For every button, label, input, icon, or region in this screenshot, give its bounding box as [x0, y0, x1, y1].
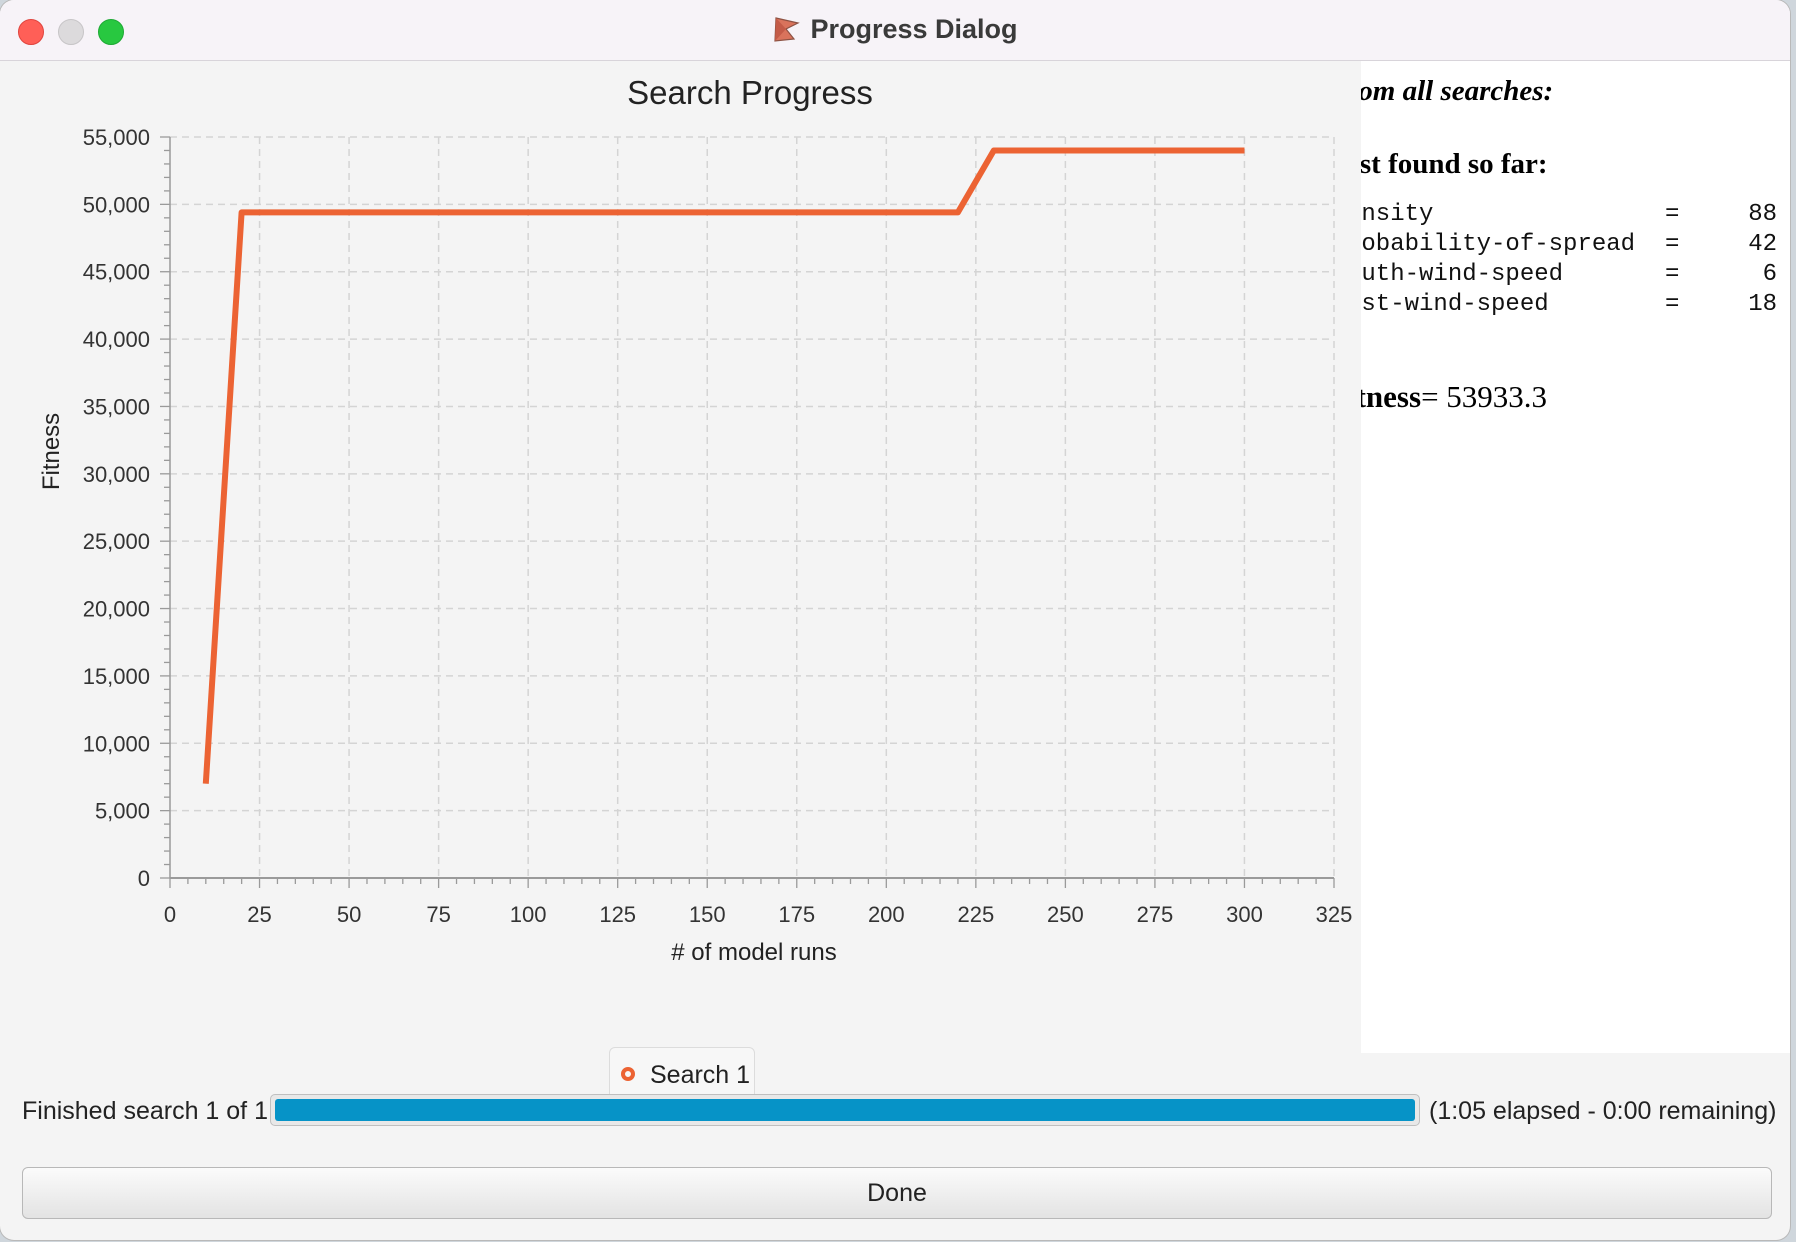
x-tick-label: 175 [778, 902, 815, 927]
x-tick-label: 225 [957, 902, 994, 927]
x-tick-label: 200 [868, 902, 905, 927]
parameter-row: ensity = 88 [1361, 201, 1790, 231]
x-tick-label: 325 [1316, 902, 1353, 927]
elapsed-time-label: (1:05 elapsed - 0:00 remaining) [1429, 1097, 1777, 1125]
parameter-value: 88 [1748, 201, 1777, 228]
fitness-label: itness [1361, 379, 1422, 414]
parameter-name: robability-of-spread [1361, 231, 1636, 258]
parameter-equals: = [1665, 291, 1680, 318]
done-button[interactable]: Done [22, 1167, 1772, 1219]
legend-circle-icon [621, 1067, 635, 1081]
parameter-row: est-wind-speed = 18 [1361, 291, 1790, 321]
y-tick-label: 40,000 [83, 327, 150, 352]
search-progress-chart: Search Progress 0 25 50 75 100 125 150 175 200 225… [0, 61, 1362, 1105]
y-tick-label: 10,000 [83, 731, 150, 756]
search-progress-bar [270, 1094, 1420, 1126]
window-title-group: Progress Dialog [0, 14, 1790, 45]
chart-plot-svg: Search Progress 0 25 50 75 100 125 150 175 200 225… [38, 74, 1353, 966]
best-fitness-line: itness= 53933.3 [1361, 379, 1790, 415]
parameter-name: outh-wind-speed [1361, 261, 1564, 288]
x-tick-label: 250 [1047, 902, 1084, 927]
x-tick-label: 75 [426, 902, 450, 927]
parameter-value: 42 [1748, 231, 1777, 258]
progress-bar-fill [275, 1099, 1415, 1121]
y-axis-label: Fitness [38, 413, 65, 490]
chart-legend: Search 1 [609, 1047, 755, 1105]
x-tick-label: 100 [510, 902, 547, 927]
x-tick-label: 0 [164, 902, 176, 927]
y-tick-label: 55,000 [83, 125, 150, 150]
parameter-equals: = [1665, 261, 1680, 288]
y-tick-label: 45,000 [83, 260, 150, 285]
parameter-value: 18 [1748, 291, 1777, 318]
fitness-value: = 53933.3 [1421, 379, 1548, 414]
x-tick-label: 275 [1137, 902, 1174, 927]
parameter-value: 6 [1762, 261, 1777, 288]
parameter-equals: = [1665, 201, 1680, 228]
x-tick-label: 300 [1226, 902, 1263, 927]
y-tick-label: 15,000 [83, 664, 150, 689]
parameter-equals: = [1665, 231, 1680, 258]
y-tick-label: 0 [138, 866, 150, 891]
x-tick-label: 150 [689, 902, 726, 927]
x-tick-label: 25 [247, 902, 271, 927]
legend-series-label: Search 1 [650, 1061, 751, 1089]
title-bar[interactable]: Progress Dialog [0, 0, 1790, 61]
parameter-list: ensity = 88 robability-of-spread = 42 ou… [1361, 201, 1790, 321]
results-panel: rom all searches: est found so far: ensi… [1361, 61, 1790, 1053]
parameter-row: outh-wind-speed = 6 [1361, 261, 1790, 291]
x-tick-label: 50 [337, 902, 361, 927]
minimize-window-button[interactable] [58, 19, 84, 45]
y-tick-label: 35,000 [83, 394, 150, 419]
y-tick-label: 5,000 [95, 799, 150, 824]
series-line [202, 147, 1245, 784]
window-title: Progress Dialog [810, 14, 1018, 44]
results-heading: rom all searches: [1361, 75, 1554, 107]
maximize-window-button[interactable] [98, 19, 124, 45]
results-subheading: est found so far: [1361, 148, 1548, 180]
chart-title: Search Progress [627, 74, 873, 111]
x-tick-label: 125 [599, 902, 636, 927]
y-tick-label: 20,000 [83, 597, 150, 622]
x-axis-label: # of model runs [671, 939, 836, 966]
search-status-label: Finished search 1 of 1: [22, 1097, 275, 1125]
parameter-name: ensity [1361, 201, 1434, 228]
y-tick-label: 50,000 [83, 192, 150, 217]
parameter-row: robability-of-spread = 42 [1361, 231, 1790, 261]
parameter-name: est-wind-speed [1361, 291, 1549, 318]
close-window-button[interactable] [18, 19, 44, 45]
y-tick-label: 25,000 [83, 529, 150, 554]
app-icon [774, 17, 801, 42]
y-tick-label: 30,000 [83, 462, 150, 487]
